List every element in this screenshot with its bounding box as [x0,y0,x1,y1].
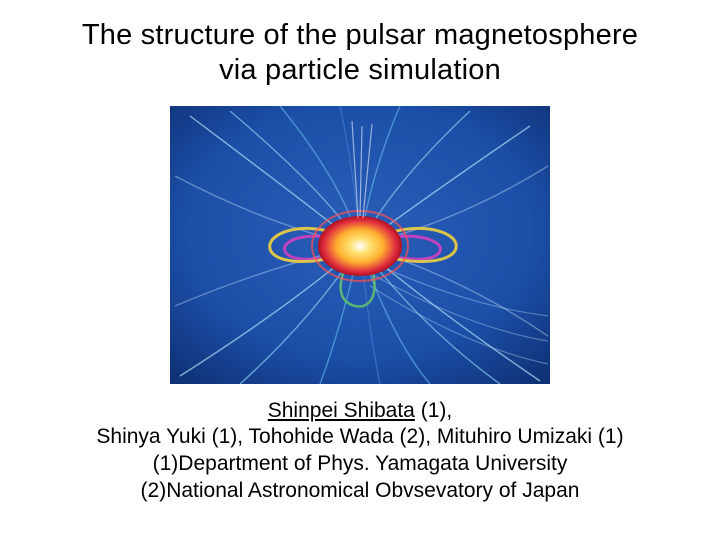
author-block: Shinpei Shibata (1), Shinya Yuki (1), To… [96,398,623,506]
affiliation-1: (1)Department of Phys. Yamagata Universi… [153,452,568,475]
primary-author: Shinpei Shibata [268,399,415,422]
magnetosphere-illustration [170,106,550,384]
coauthors: Shinya Yuki (1), Tohohide Wada (2), Mitu… [96,425,623,448]
primary-author-affil: (1), [415,399,452,422]
slide-title: The structure of the pulsar magnetospher… [82,18,638,88]
affiliation-2: (2)National Astronomical Obvsevatory of … [141,479,580,502]
title-line-2: via particle simulation [219,54,501,86]
title-line-1: The structure of the pulsar magnetospher… [82,19,638,51]
